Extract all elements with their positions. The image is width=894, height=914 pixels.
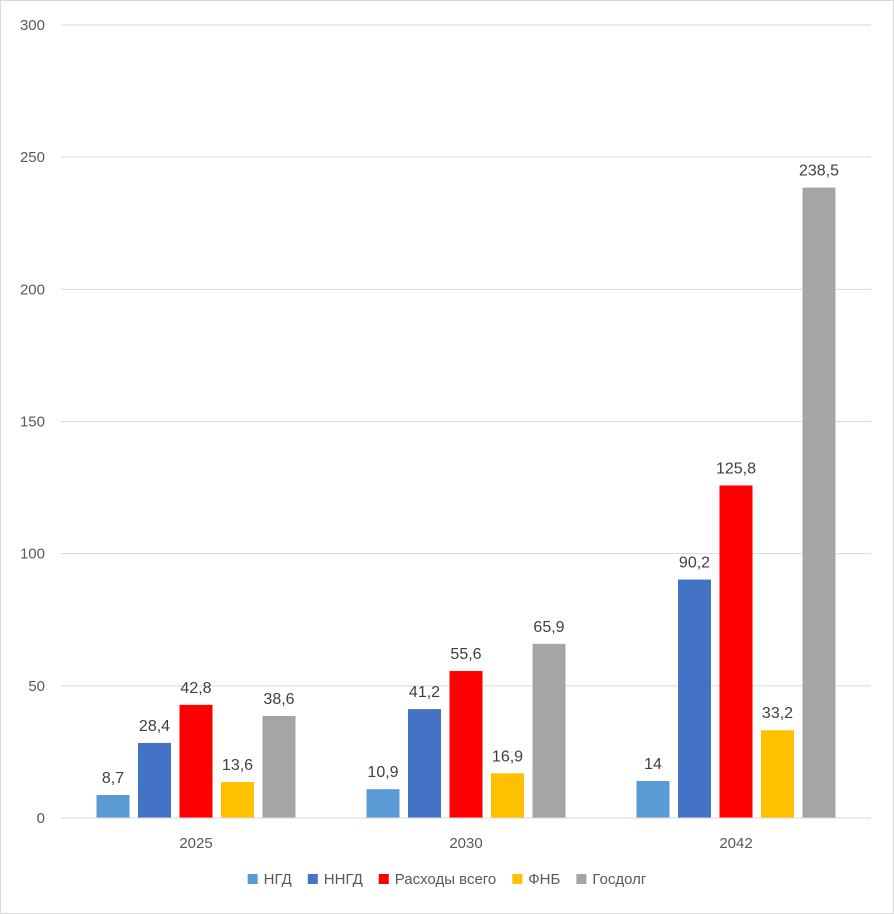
y-tick-label: 200 — [20, 281, 45, 298]
y-tick-label: 300 — [20, 17, 45, 34]
legend-label: Госдолг — [592, 871, 646, 888]
data-label: 38,6 — [263, 691, 294, 708]
data-label: 8,7 — [102, 770, 124, 787]
bar-2042-3 — [761, 730, 794, 818]
bar-2025-3 — [221, 782, 254, 818]
x-tick-label: 2042 — [719, 835, 752, 852]
data-label: 125,8 — [716, 460, 756, 477]
legend-label: ННГД — [324, 871, 363, 888]
y-axis-ticks: 0 50 100 150 200 250 300 — [20, 17, 45, 827]
bar-2030-2 — [449, 671, 483, 818]
y-tick-label: 100 — [20, 546, 45, 563]
bar-2025-2 — [179, 704, 213, 818]
data-label: 55,6 — [450, 646, 481, 663]
data-label: 65,9 — [533, 619, 564, 636]
x-tick-label: 2025 — [179, 835, 212, 852]
x-axis-ticks: 2025 2030 2042 — [179, 835, 752, 852]
y-tick-label: 0 — [37, 810, 45, 827]
legend-label: НГД — [264, 871, 292, 888]
legend-label: Расходы всего — [395, 871, 497, 888]
data-label: 10,9 — [367, 764, 398, 781]
bar-2030-0 — [366, 789, 400, 818]
data-label: 13,6 — [222, 757, 253, 774]
data-label: 33,2 — [762, 705, 793, 722]
bar-2042-1 — [678, 579, 711, 818]
bar-2042-0 — [636, 780, 670, 818]
data-label: 238,5 — [799, 163, 839, 180]
bar-2030-4 — [532, 643, 566, 818]
legend-swatch — [576, 874, 587, 884]
bars — [96, 187, 836, 818]
bar-2042-2 — [719, 485, 753, 818]
legend-label: ФНБ — [528, 871, 560, 888]
data-label: 16,9 — [492, 748, 523, 765]
legend: НГД ННГД Расходы всего ФНБ Госдолг — [247, 871, 647, 888]
data-label: 28,4 — [139, 718, 170, 735]
x-tick-label: 2030 — [449, 835, 482, 852]
bar-2025-1 — [138, 742, 171, 818]
bar-2042-4 — [802, 187, 836, 818]
bar-2030-3 — [491, 773, 524, 818]
data-label: 41,2 — [409, 684, 440, 701]
legend-swatch — [512, 874, 523, 884]
bar-2025-0 — [96, 795, 130, 818]
data-label: 42,8 — [180, 680, 211, 697]
bar-2030-1 — [408, 709, 441, 818]
legend-swatch — [307, 874, 318, 884]
y-tick-label: 150 — [20, 414, 45, 431]
data-label: 14 — [644, 756, 662, 773]
legend-swatch — [247, 874, 258, 884]
bar-2025-4 — [262, 715, 296, 818]
y-tick-label: 50 — [28, 678, 45, 695]
data-label: 90,2 — [679, 555, 710, 572]
data-labels: 8,7 28,4 42,8 13,6 38,6 10,9 41,2 55,6 16,9 65,9 1… — [102, 163, 839, 787]
legend-swatch — [378, 874, 389, 884]
y-tick-label: 250 — [20, 149, 45, 166]
